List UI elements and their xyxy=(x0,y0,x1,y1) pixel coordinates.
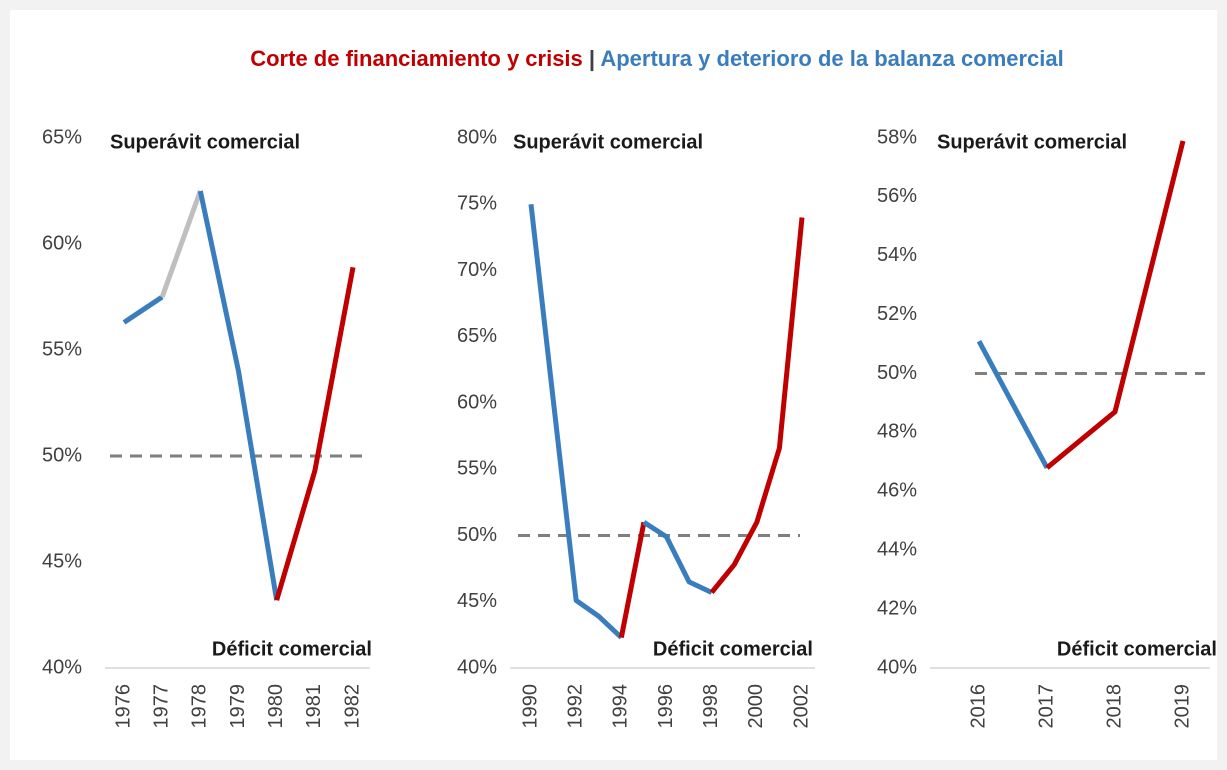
title-part: Apertura y deterioro de la balanza comer… xyxy=(600,46,1063,71)
y-tick-label: 54% xyxy=(877,244,917,266)
y-tick-label: 70% xyxy=(457,259,497,281)
chart-title: Corte de financiamiento y crisis | Apert… xyxy=(250,46,1064,71)
title-part: | xyxy=(583,46,601,71)
x-tick-label: 1998 xyxy=(700,684,722,729)
y-tick-label: 55% xyxy=(42,338,82,360)
x-tick-label: 2016 xyxy=(967,684,989,729)
x-tick-label: 1982 xyxy=(341,684,363,729)
annotation-surplus: Superávit comercial xyxy=(513,131,703,153)
y-tick-label: 58% xyxy=(877,126,917,148)
data-line xyxy=(618,521,647,639)
y-tick-label: 50% xyxy=(457,524,497,546)
y-tick-label: 44% xyxy=(877,539,917,561)
y-tick-label: 40% xyxy=(877,656,917,678)
x-tick-label: 1996 xyxy=(655,684,677,729)
data-line xyxy=(274,266,356,601)
x-tick-label: 1992 xyxy=(564,684,586,729)
annotation-surplus: Superávit comercial xyxy=(110,131,300,153)
x-tick-label: 1979 xyxy=(227,684,249,729)
data-line xyxy=(976,339,1050,469)
x-tick-label: 1977 xyxy=(150,684,172,729)
panel-background xyxy=(10,10,1217,760)
data-line xyxy=(709,217,805,595)
y-tick-label: 50% xyxy=(42,444,82,466)
y-tick-label: 52% xyxy=(877,303,917,325)
x-tick-label: 2000 xyxy=(745,684,767,729)
y-tick-label: 40% xyxy=(42,656,82,678)
x-tick-label: 2018 xyxy=(1103,684,1125,729)
y-tick-label: 45% xyxy=(42,550,82,572)
x-tick-label: 1981 xyxy=(303,684,325,729)
y-tick-label: 46% xyxy=(877,480,917,502)
y-tick-label: 65% xyxy=(42,126,82,148)
x-tick-label: 1990 xyxy=(519,684,541,729)
data-line xyxy=(197,190,280,601)
x-tick-label: 2017 xyxy=(1035,684,1057,729)
x-tick-label: 1980 xyxy=(265,684,287,729)
y-tick-label: 40% xyxy=(457,656,497,678)
y-tick-label: 50% xyxy=(877,362,917,384)
y-tick-label: 45% xyxy=(457,590,497,612)
y-tick-label: 80% xyxy=(457,126,497,148)
y-tick-label: 48% xyxy=(877,421,917,443)
annotation-deficit: Déficit comercial xyxy=(653,638,813,660)
x-tick-label: 1978 xyxy=(189,684,211,729)
x-tick-label: 1994 xyxy=(610,684,632,729)
data-line xyxy=(122,294,164,325)
y-tick-label: 75% xyxy=(457,193,497,215)
annotation-deficit: Déficit comercial xyxy=(212,638,372,660)
y-tick-label: 65% xyxy=(457,325,497,347)
y-tick-label: 56% xyxy=(877,185,917,207)
x-tick-label: 2002 xyxy=(790,684,812,729)
y-tick-label: 55% xyxy=(457,458,497,480)
data-line xyxy=(528,203,624,640)
x-tick-label: 1976 xyxy=(112,684,134,729)
data-line xyxy=(642,520,713,595)
title-part: Corte de financiamiento y crisis xyxy=(250,46,583,71)
annotation-deficit: Déficit comercial xyxy=(1057,638,1217,660)
y-tick-label: 42% xyxy=(877,597,917,619)
y-tick-label: 60% xyxy=(457,391,497,413)
y-tick-label: 60% xyxy=(42,232,82,254)
annotation-surplus: Superávit comercial xyxy=(937,131,1127,153)
x-tick-label: 2019 xyxy=(1171,684,1193,729)
data-line xyxy=(159,190,203,298)
data-line xyxy=(1045,140,1186,470)
